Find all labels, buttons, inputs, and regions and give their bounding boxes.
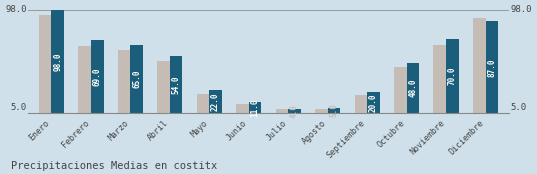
Bar — [52, 10, 64, 113]
Bar — [197, 94, 209, 113]
Text: 20.0: 20.0 — [369, 93, 378, 112]
Bar — [170, 56, 183, 113]
Text: 70.0: 70.0 — [448, 67, 457, 85]
Bar — [288, 109, 301, 113]
Bar — [473, 18, 485, 113]
Bar — [236, 104, 249, 113]
Bar — [275, 109, 288, 113]
Bar — [407, 62, 419, 113]
Bar — [39, 15, 52, 113]
Text: Precipitaciones Medias en costitx: Precipitaciones Medias en costitx — [11, 161, 217, 171]
Text: 5.0: 5.0 — [11, 103, 27, 112]
Text: 22.0: 22.0 — [211, 92, 220, 111]
Bar — [130, 45, 143, 113]
Text: 98.0: 98.0 — [510, 5, 532, 14]
Bar — [446, 39, 459, 113]
Bar — [394, 67, 407, 113]
Bar — [209, 90, 222, 113]
Bar — [354, 95, 367, 113]
Bar — [91, 40, 104, 113]
Text: 87.0: 87.0 — [488, 58, 496, 77]
Bar — [157, 61, 170, 113]
Bar — [118, 50, 130, 113]
Text: 4.0: 4.0 — [290, 104, 299, 118]
Bar — [485, 21, 498, 113]
Bar — [433, 45, 446, 113]
Text: 98.0: 98.0 — [53, 52, 62, 71]
Bar — [249, 102, 262, 113]
Text: 5.0: 5.0 — [510, 103, 526, 112]
Text: 69.0: 69.0 — [93, 68, 101, 86]
Text: 48.0: 48.0 — [409, 79, 417, 97]
Bar — [78, 46, 91, 113]
Bar — [315, 109, 328, 113]
Text: 98.0: 98.0 — [5, 5, 27, 14]
Text: 54.0: 54.0 — [172, 75, 180, 94]
Bar — [367, 92, 380, 113]
Bar — [328, 108, 340, 113]
Text: 11.0: 11.0 — [251, 98, 259, 117]
Text: 65.0: 65.0 — [132, 70, 141, 88]
Text: 5.0: 5.0 — [330, 104, 338, 117]
